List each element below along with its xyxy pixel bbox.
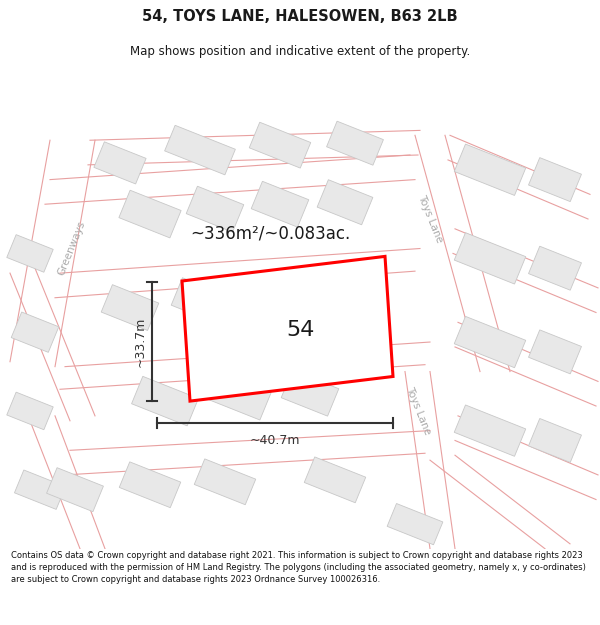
Polygon shape [529, 419, 581, 462]
Polygon shape [47, 468, 103, 512]
Polygon shape [387, 504, 443, 545]
Text: 54, TOYS LANE, HALESOWEN, B63 2LB: 54, TOYS LANE, HALESOWEN, B63 2LB [142, 9, 458, 24]
Polygon shape [119, 462, 181, 508]
Polygon shape [164, 126, 235, 175]
Polygon shape [454, 316, 526, 368]
Text: Contains OS data © Crown copyright and database right 2021. This information is : Contains OS data © Crown copyright and d… [11, 551, 586, 584]
Text: Map shows position and indicative extent of the property.: Map shows position and indicative extent… [130, 46, 470, 58]
Polygon shape [131, 376, 199, 426]
Polygon shape [454, 232, 526, 284]
Polygon shape [454, 405, 526, 456]
Polygon shape [171, 278, 229, 324]
Polygon shape [182, 256, 393, 401]
Polygon shape [529, 246, 581, 290]
Polygon shape [186, 186, 244, 232]
Polygon shape [454, 144, 526, 196]
Polygon shape [94, 142, 146, 184]
Text: 54: 54 [286, 320, 314, 340]
Polygon shape [251, 181, 309, 227]
Polygon shape [209, 372, 271, 420]
Polygon shape [304, 457, 366, 503]
Polygon shape [326, 121, 383, 165]
Text: ~336m²/~0.083ac.: ~336m²/~0.083ac. [190, 225, 350, 242]
Polygon shape [249, 122, 311, 168]
Text: ~40.7m: ~40.7m [250, 434, 300, 447]
Polygon shape [7, 234, 53, 272]
Text: Greenways: Greenways [56, 220, 88, 278]
Text: ~33.7m: ~33.7m [133, 316, 146, 367]
Polygon shape [281, 370, 339, 416]
Text: Toys Lane: Toys Lane [416, 194, 444, 244]
Polygon shape [317, 180, 373, 225]
Polygon shape [529, 158, 581, 202]
Polygon shape [194, 459, 256, 505]
Polygon shape [11, 312, 59, 352]
Polygon shape [101, 284, 159, 331]
Polygon shape [7, 392, 53, 430]
Text: Toys Lane: Toys Lane [404, 386, 432, 436]
Polygon shape [119, 190, 181, 238]
Polygon shape [529, 330, 581, 374]
Polygon shape [14, 470, 65, 509]
